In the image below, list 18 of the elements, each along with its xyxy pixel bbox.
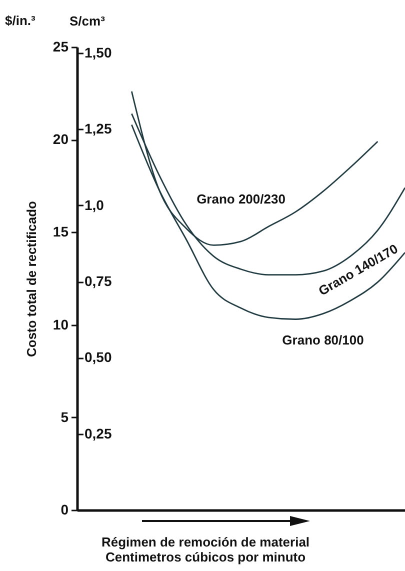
series-label: Grano 200/230 xyxy=(196,191,286,206)
y2-tick-label: 1,0 xyxy=(84,196,104,213)
y2-tick-label: 0,50 xyxy=(84,349,112,366)
y-tick-label: 15 xyxy=(52,224,69,240)
y-axis-title: Costo total de rectificado xyxy=(24,200,39,358)
y-tick-label: 25 xyxy=(52,38,69,54)
y-tick-label: 0 xyxy=(60,502,69,518)
y-tick-label: 5 xyxy=(60,408,69,425)
y-tick-label: 20 xyxy=(52,131,69,148)
y2-tick-label: 0,25 xyxy=(84,425,112,442)
y2-axis-title: S/cm³ xyxy=(70,14,106,28)
series-label: Grano 80/100 xyxy=(282,332,364,348)
y2-tick-label: 0,75 xyxy=(84,273,112,290)
y2-tick-label: 1,25 xyxy=(84,120,112,137)
y2-tick-label: 1,50 xyxy=(84,44,112,61)
y-tick-label: 10 xyxy=(52,316,69,332)
text: $/in.³ xyxy=(5,13,36,28)
x-axis-title: Régimen de remoción de material Centimetros cúbicos por minuto xyxy=(101,534,310,564)
